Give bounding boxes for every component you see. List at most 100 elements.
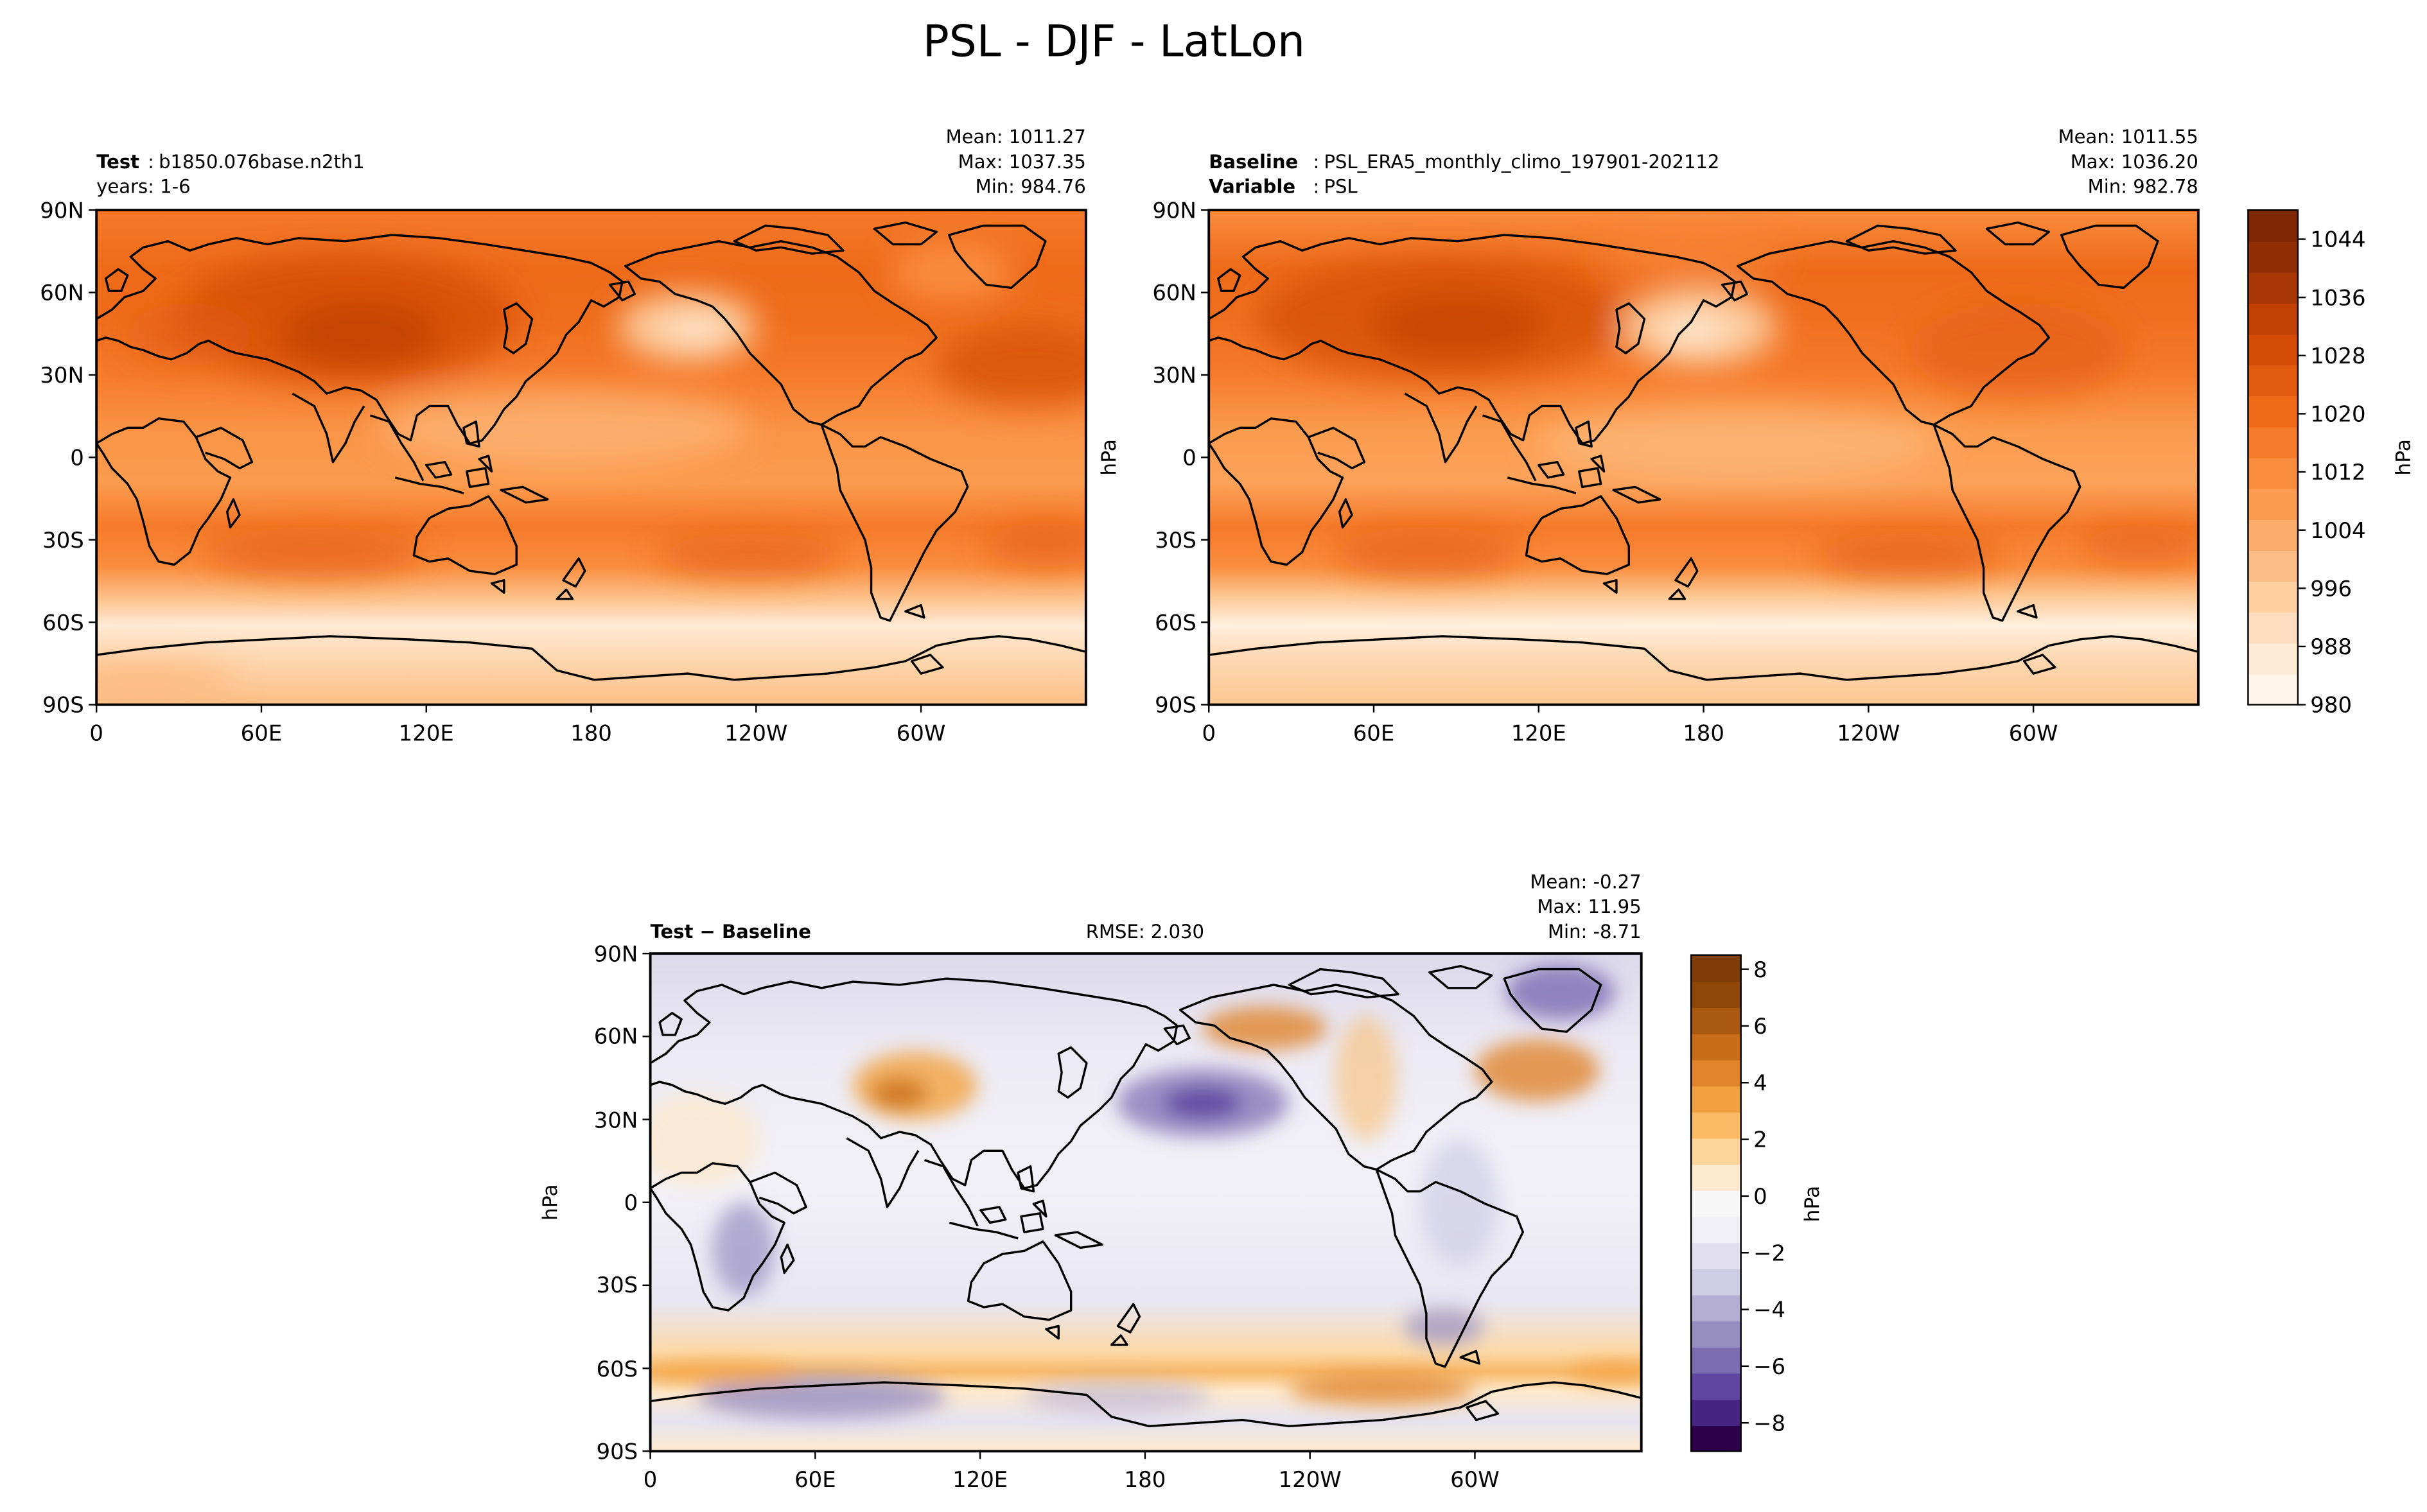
top-colorbar-frame: [2247, 209, 2299, 706]
colorbar-tick-label: 4: [1753, 1070, 1767, 1095]
test-lat-tick-label: 30N: [40, 363, 84, 388]
colorbar-segment: [1691, 1033, 1741, 1061]
baseline-lon-tick-label: 0: [1202, 720, 1216, 745]
colorbar-tick-label: 980: [2310, 693, 2352, 718]
diff-colorbar-label: hPa: [1801, 1186, 1824, 1222]
diff-field-features: [650, 964, 1642, 1419]
test-lon-tick-label: 60W: [897, 720, 946, 745]
colorbar-segment: [1691, 955, 1741, 982]
colorbar-tick-label: 8: [1753, 957, 1767, 982]
colorbar-segment: [1691, 1163, 1741, 1191]
diff-map: [650, 953, 1642, 1452]
diff-rmse: RMSE: 2.030: [1086, 921, 1204, 943]
colorbar-tick-label: 1004: [2310, 518, 2365, 543]
diff-lon-tick-label: 60E: [794, 1467, 836, 1492]
colorbar-segment: [1691, 1190, 1741, 1217]
diff-lon-tick-label: 180: [1125, 1467, 1166, 1492]
baseline-lat-tick-label: 0: [1182, 446, 1196, 471]
test-lat-tick-label: 90N: [40, 198, 84, 223]
baseline-frame: [1207, 209, 2200, 706]
test-lon-tick-label: 120E: [399, 720, 454, 745]
colorbar-segment: [2248, 210, 2298, 242]
colorbar-segment: [1691, 1268, 1741, 1296]
test-lon-tick-label: 60E: [241, 720, 283, 745]
test-lat-tick-label: 0: [70, 446, 84, 471]
baseline-lat-tick-label: 30N: [1152, 363, 1196, 388]
diff-lat-tick-label: 60N: [594, 1024, 638, 1049]
colorbar-tick-label: −4: [1753, 1298, 1785, 1323]
baseline-lat-ticks: 90N 60N 30N 0 30S 60S 90S: [1152, 198, 1209, 718]
test-lon-ticks: 0 60E 120E 180 120W 60W: [89, 704, 946, 745]
diff-lat-tick-label: 0: [624, 1190, 638, 1215]
diff-ylabel: hPa: [539, 1184, 562, 1221]
test-label-sep: :: [148, 151, 154, 173]
diff-lat-ticks: 90N 60N 30N 0 30S 60S 90S: [594, 941, 651, 1464]
baseline-variable-sep: :: [1313, 176, 1320, 198]
colorbar-segment: [2248, 333, 2298, 366]
test-label-bold: Test: [96, 151, 139, 173]
colorbar-segment: [1691, 1294, 1741, 1322]
colorbar-segment: [2248, 519, 2298, 552]
diff-colorbar: 8 6 4 2 0 −2 −4 −6 −8 hPa: [1690, 954, 1824, 1452]
colorbar-tick-label: 2: [1753, 1127, 1767, 1152]
colorbar-tick-label: −2: [1753, 1240, 1785, 1265]
colorbar-segment: [1691, 1085, 1741, 1113]
baseline-variable-text: PSL: [1324, 176, 1358, 198]
baseline-lon-tick-label: 60W: [2009, 720, 2058, 745]
test-lon-tick-label: 120W: [724, 720, 787, 745]
baseline-max: Max: 1036.20: [2071, 151, 2198, 173]
colorbar-tick-label: 1044: [2310, 227, 2365, 252]
colorbar-segment: [2248, 426, 2298, 458]
test-panel: Test : b1850.076base.n2th1 years: 1-6 Me…: [40, 126, 1087, 745]
colorbar-segment: [1691, 1242, 1741, 1269]
colorbar-segment: [2248, 241, 2298, 273]
diff-lon-tick-label: 0: [644, 1467, 658, 1492]
diff-lat-tick-label: 90N: [594, 941, 638, 966]
top-colorbar-ticks: 1044 1036 1028 1020 1012 1004 996 988 980: [2297, 227, 2366, 718]
colorbar-segment: [1691, 1059, 1741, 1087]
colorbar-tick-label: 988: [2310, 634, 2352, 659]
test-map: [96, 210, 1086, 705]
colorbar-segment: [2248, 302, 2298, 335]
colorbar-segment: [2248, 395, 2298, 428]
colorbar-tick-label: 0: [1753, 1184, 1767, 1209]
colorbar-tick-label: 1036: [2310, 285, 2365, 310]
colorbar-segment: [1691, 1216, 1741, 1244]
diff-colorbar-frame: [1690, 954, 1742, 1452]
baseline-lon-tick-label: 180: [1683, 720, 1724, 745]
colorbar-segment: [1691, 1111, 1741, 1139]
colorbar-segment: [2248, 643, 2298, 675]
diff-min: Min: -8.71: [1548, 921, 1642, 943]
colorbar-segment: [1691, 1138, 1741, 1165]
test-years: years: 1-6: [96, 176, 190, 198]
top-colorbar-label: hPa: [2392, 439, 2415, 476]
diff-label: Test − Baseline: [651, 921, 811, 943]
colorbar-segment: [1691, 1320, 1741, 1348]
test-label-text: b1850.076base.n2th1: [159, 151, 365, 173]
colorbar-segment: [2248, 488, 2298, 520]
diff-max: Max: 11.95: [1537, 896, 1641, 917]
colorbar-tick-label: 6: [1753, 1014, 1767, 1039]
baseline-lon-tick-label: 60E: [1353, 720, 1395, 745]
colorbar-tick-label: 1020: [2310, 402, 2365, 427]
baseline-variable-bold: Variable: [1209, 176, 1295, 198]
colorbar-segment: [1691, 1007, 1741, 1034]
test-max: Max: 1037.35: [958, 151, 1086, 173]
test-lon-tick-label: 0: [89, 720, 103, 745]
diff-panel: Test − Baseline RMSE: 2.030 Mean: -0.27 …: [539, 871, 1643, 1492]
test-min: Min: 984.76: [976, 176, 1086, 198]
colorbar-segment: [2248, 612, 2298, 644]
figure-title: PSL - DJF - LatLon: [923, 15, 1305, 66]
diff-lat-tick-label: 60S: [597, 1357, 638, 1382]
baseline-min: Min: 982.78: [2088, 176, 2198, 198]
colorbar-segment: [2248, 457, 2298, 489]
baseline-label-text: PSL_ERA5_monthly_climo_197901-202112: [1324, 151, 1719, 173]
baseline-lat-tick-label: 60S: [1155, 610, 1196, 635]
colorbar-segment: [2248, 272, 2298, 304]
diff-lon-ticks: 0 60E 120E 180 120W 60W: [644, 1451, 1500, 1492]
colorbar-tick-label: 1012: [2310, 460, 2365, 485]
test-mean: Mean: 1011.27: [946, 126, 1086, 148]
colorbar-tick-label: 1028: [2310, 343, 2365, 369]
test-field-features: [96, 244, 1086, 693]
baseline-lat-tick-label: 90N: [1152, 198, 1196, 223]
